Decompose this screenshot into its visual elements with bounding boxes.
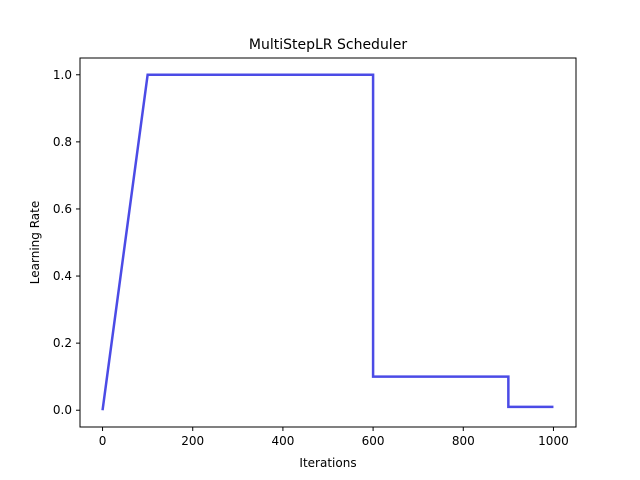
- chart-title: MultiStepLR Scheduler: [249, 37, 407, 53]
- y-tick-label: 0.8: [53, 135, 72, 149]
- plot-frame: [79, 57, 577, 428]
- y-tick-label: 1.0: [53, 68, 72, 82]
- x-tick-label: 200: [181, 434, 204, 448]
- y-tick-label: 0.2: [53, 336, 72, 350]
- series-layer: [101, 73, 554, 411]
- x-tick-label: 0: [99, 434, 107, 448]
- y-tick-label: 0.6: [53, 202, 72, 216]
- series-line: [101, 73, 554, 411]
- y-axis: 0.0 0.2 0.4 0.6 0.8 1.0: [53, 68, 80, 417]
- y-tick-label: 0.0: [53, 403, 72, 417]
- plot-area: [101, 73, 554, 411]
- y-tick-label: 0.4: [53, 269, 72, 283]
- x-tick-label: 1000: [538, 434, 569, 448]
- x-axis-label: Iterations: [299, 456, 356, 470]
- x-tick-label: 800: [452, 434, 475, 448]
- y-axis-label: Learning Rate: [28, 201, 42, 284]
- x-tick-label: 400: [271, 434, 294, 448]
- x-tick-label: 600: [362, 434, 385, 448]
- x-axis: 0 200 400 600 800 1000: [99, 427, 569, 448]
